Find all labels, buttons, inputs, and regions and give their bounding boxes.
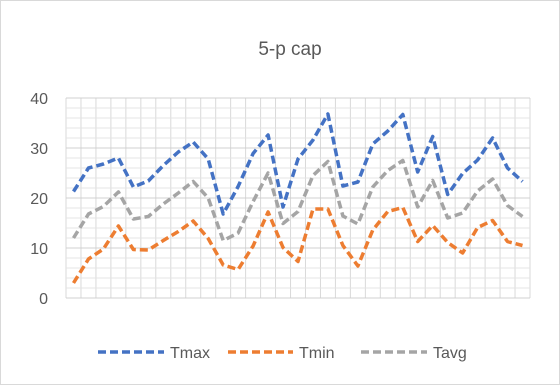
legend-label-tmin: Tmin bbox=[299, 345, 335, 362]
legend-label-tmax: Tmax bbox=[170, 345, 210, 362]
y-tick-label: 10 bbox=[30, 241, 48, 258]
gridlines bbox=[66, 98, 530, 298]
legend-label-tavg: Tavg bbox=[433, 345, 467, 362]
y-tick-label: 0 bbox=[39, 291, 48, 308]
chart-title: 5-p cap bbox=[258, 39, 321, 60]
y-tick-label: 40 bbox=[30, 91, 48, 108]
y-tick-label: 30 bbox=[30, 141, 48, 158]
y-tick-label: 20 bbox=[30, 191, 48, 208]
